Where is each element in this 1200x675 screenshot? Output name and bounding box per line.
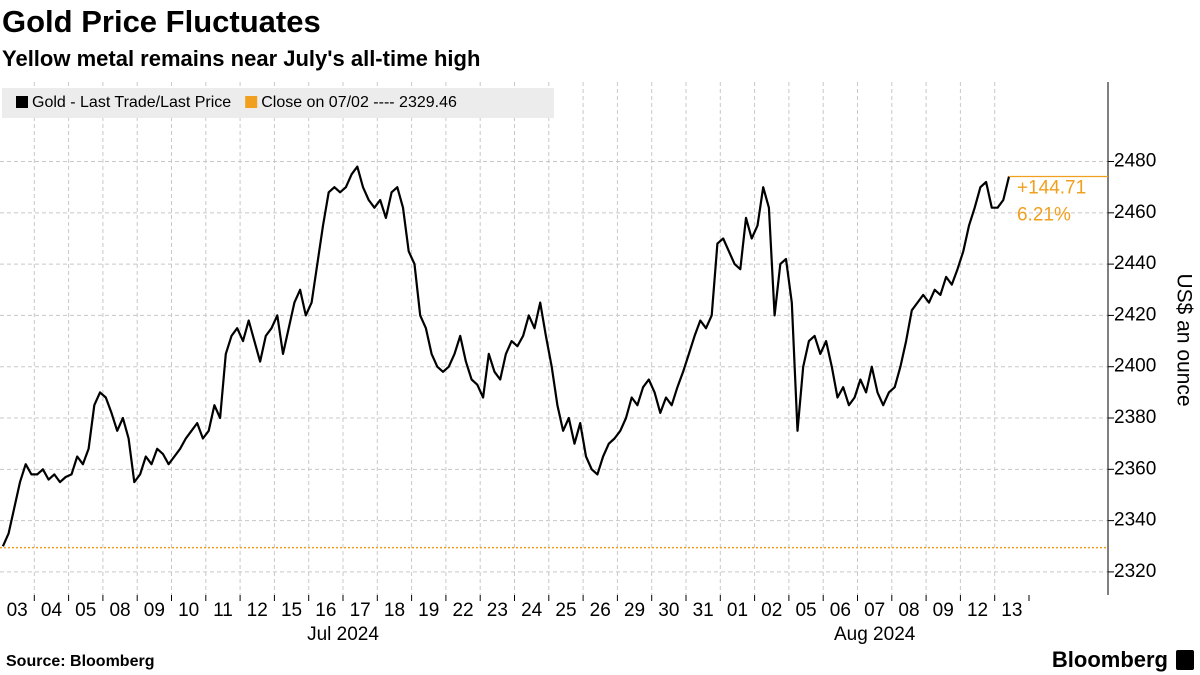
x-tick-label: 10 <box>178 600 199 621</box>
x-tick-label: 01 <box>727 600 748 621</box>
chart-subtitle: Yellow metal remains near July's all-tim… <box>2 46 480 71</box>
month-label: Jul 2024 <box>307 624 379 645</box>
x-tick-label: 26 <box>590 600 611 621</box>
x-tick-label: 30 <box>658 600 679 621</box>
annotation: 6.21% <box>1017 204 1071 225</box>
x-tick-label: 18 <box>384 600 405 621</box>
x-tick-label: 08 <box>109 600 130 621</box>
x-tick-label: 12 <box>247 600 268 621</box>
x-tick-label: 13 <box>1001 600 1022 621</box>
x-tick-label: 09 <box>933 600 954 621</box>
y-axis-label: US$ an ounce <box>1172 273 1195 406</box>
x-tick-label: 05 <box>75 600 96 621</box>
x-tick-label: 22 <box>452 600 473 621</box>
legend-label: Close on 07/02 ---- 2329.46 <box>261 94 457 111</box>
y-tick-label: 2420 <box>1114 304 1156 325</box>
x-tick-label: 07 <box>864 600 885 621</box>
x-tick-label: 19 <box>418 600 439 621</box>
chart-title: Gold Price Fluctuates <box>2 4 321 39</box>
legend: Gold - Last Trade/Last Price Close on 07/… <box>2 88 554 118</box>
y-tick-label: 2340 <box>1114 510 1156 531</box>
x-tick-label: 12 <box>967 600 988 621</box>
y-tick-label: 2380 <box>1114 407 1156 428</box>
legend-swatch <box>16 96 28 108</box>
legend-label: Gold - Last Trade/Last Price <box>32 94 231 111</box>
y-tick-label: 2360 <box>1114 458 1156 479</box>
y-tick-label: 2480 <box>1114 151 1156 172</box>
annotation: +144.71 <box>1017 177 1086 198</box>
x-tick-label: 05 <box>795 600 816 621</box>
legend-swatch <box>245 96 258 108</box>
y-tick-label: 2440 <box>1114 253 1156 274</box>
x-tick-label: 29 <box>624 600 645 621</box>
price-line <box>1 165 1011 547</box>
x-tick-label: 23 <box>487 600 508 621</box>
y-tick-label: 2460 <box>1114 202 1156 223</box>
x-tick-label: 25 <box>555 600 576 621</box>
x-tick-label: 24 <box>521 600 543 621</box>
x-tick-label: 31 <box>693 600 714 621</box>
x-tick-label: 16 <box>315 600 336 621</box>
legend-bg <box>2 88 554 118</box>
month-label: Aug 2024 <box>834 624 916 645</box>
x-tick-label: 02 <box>761 600 782 621</box>
x-tick-label: 17 <box>350 600 371 621</box>
x-tick-label: 04 <box>41 600 63 621</box>
x-tick-label: 08 <box>898 600 919 621</box>
x-tick-label: 11 <box>213 600 233 621</box>
x-tick-label: 03 <box>7 600 28 621</box>
y-tick-label: 2400 <box>1114 356 1156 377</box>
x-tick-label: 09 <box>144 600 165 621</box>
x-tick-label: 15 <box>281 600 302 621</box>
y-tick-label: 2320 <box>1114 561 1156 582</box>
x-tick-label: 06 <box>830 600 851 621</box>
brand: Bloomberg <box>1052 647 1168 672</box>
brand-icon <box>1176 650 1194 670</box>
source: Source: Bloomberg <box>6 653 154 670</box>
